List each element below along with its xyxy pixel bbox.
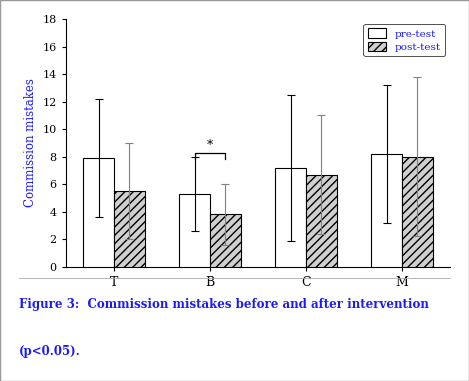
Text: Figure 3:  Commission mistakes before and after intervention: Figure 3: Commission mistakes before and… bbox=[19, 298, 429, 311]
Bar bbox=[210, 215, 241, 267]
Bar bbox=[275, 168, 306, 267]
Text: (p<0.05).: (p<0.05). bbox=[19, 345, 81, 358]
Legend: pre-test, post-test: pre-test, post-test bbox=[363, 24, 445, 56]
Bar bbox=[179, 194, 210, 267]
Bar bbox=[306, 174, 337, 267]
Y-axis label: Commission mistakes: Commission mistakes bbox=[24, 78, 37, 207]
Text: *: * bbox=[207, 139, 213, 152]
Bar bbox=[114, 191, 144, 267]
Bar bbox=[371, 154, 402, 267]
Bar bbox=[402, 157, 433, 267]
Bar bbox=[83, 158, 114, 267]
